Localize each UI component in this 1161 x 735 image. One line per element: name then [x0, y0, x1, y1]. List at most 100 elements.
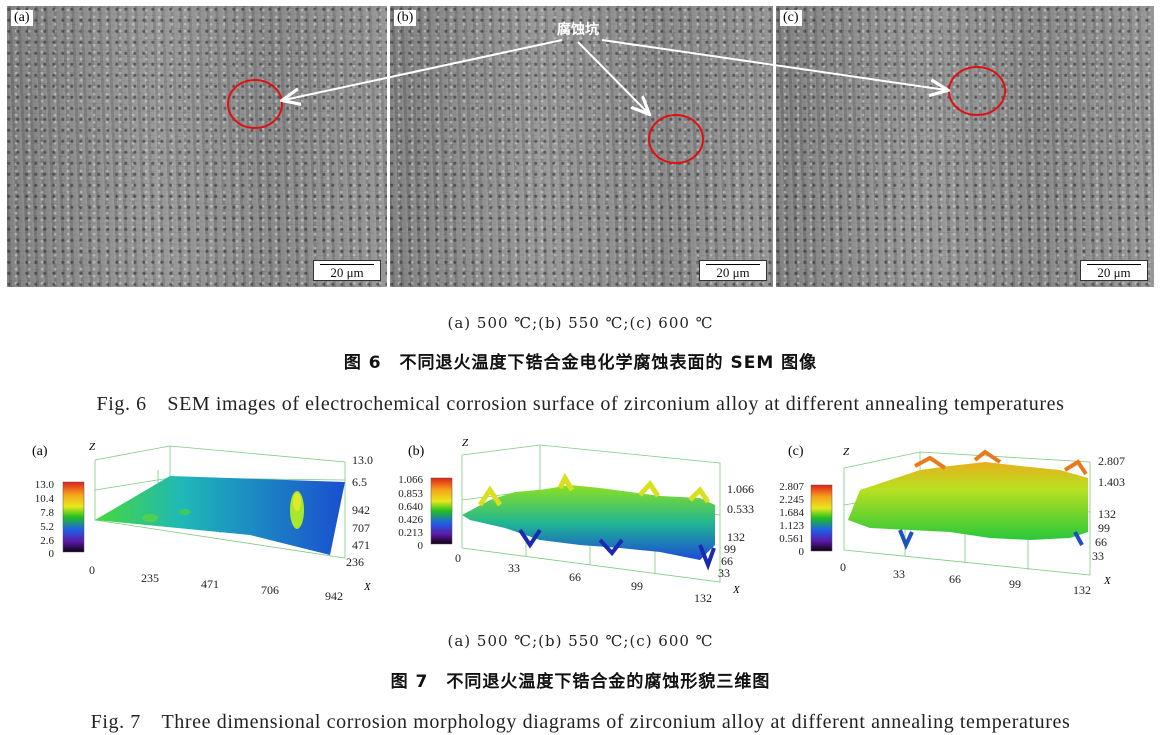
x-ticks: 0 33 66 99 132 [455, 551, 712, 605]
y-tick: 236 [346, 555, 364, 569]
x-tick: 66 [569, 570, 581, 584]
x-axis-label: X [732, 584, 741, 596]
z-axis-label: Z [89, 441, 96, 453]
colorbar-tick: 2.245 [779, 494, 804, 506]
colorbar [430, 477, 453, 545]
fig7-subcaption: (a) 500 ℃;(b) 550 ℃;(c) 600 ℃ [447, 632, 714, 650]
colorbar-tick: 13.0 [35, 479, 55, 491]
x-tick: 33 [508, 561, 520, 575]
colorbar-ticks: 13.0 10.4 7.8 5.2 2.6 0 [35, 479, 55, 560]
y-tick: 132 [1098, 507, 1116, 521]
colorbar-tick: 10.4 [35, 493, 55, 505]
y-tick: 99 [724, 542, 736, 556]
colorbar-tick: 5.2 [40, 521, 54, 533]
x-tick: 132 [1073, 583, 1091, 597]
x-axis-label: X [363, 581, 372, 593]
plot-tag: (b) [408, 444, 425, 459]
surface-highlights [914, 449, 1088, 476]
x-tick: 66 [949, 572, 961, 586]
scale-bar-label: 20 μm [1097, 265, 1131, 280]
z-axis-label: Z [843, 446, 850, 458]
plot-c: (c) 2.807 2.245 1.684 1.123 0.561 0 Z 2.… [779, 444, 1125, 597]
panel-tag: (a) [11, 10, 33, 26]
colorbar-tick: 0 [418, 540, 424, 552]
colorbar-tick: 2.807 [779, 481, 804, 493]
colorbar-tick: 1.684 [779, 507, 804, 519]
plot-tag: (a) [32, 444, 48, 459]
surface-bump [142, 514, 158, 522]
y-ticks: 132 99 66 33 [1092, 507, 1116, 563]
panel-tag: (c) [780, 10, 802, 26]
colorbar-ticks: 2.807 2.245 1.684 1.123 0.561 0 [779, 481, 804, 558]
x-ticks: 0 33 66 99 132 [840, 560, 1091, 597]
fig6-caption-en: Fig. 6 SEM images of electrochemical cor… [96, 393, 1065, 415]
surface [95, 476, 345, 555]
surface [462, 485, 715, 560]
colorbar-tick: 0.213 [398, 527, 423, 539]
colorbar-ticks: 1.066 0.853 0.640 0.426 0.213 0 [398, 474, 423, 552]
z-tick: 13.0 [352, 453, 373, 467]
colorbar [62, 481, 85, 553]
surface-bump [179, 509, 191, 515]
sem-panel-b: (b) 20 μm [390, 6, 773, 287]
colorbar-tick: 0.640 [398, 501, 423, 513]
scale-bar: 20 μm [699, 260, 767, 281]
fig7-caption-en: Fig. 7 Three dimensional corrosion morph… [90, 711, 1071, 733]
colorbar-tick: 1.066 [398, 474, 423, 486]
z-tick: 2.807 [1098, 454, 1125, 468]
z-tick: 1.403 [1098, 475, 1125, 489]
colorbar-tick: 1.123 [779, 520, 804, 532]
y-tick: 66 [721, 554, 733, 568]
scale-bar-label: 20 μm [330, 265, 364, 280]
x-tick: 33 [893, 567, 905, 581]
y-tick: 942 [352, 503, 370, 517]
y-tick: 99 [1098, 521, 1110, 535]
surface-troughs [518, 528, 716, 571]
scale-bar: 20 μm [1080, 260, 1148, 281]
sem-panel-c: (c) 20 μm [776, 6, 1154, 287]
sem-panel-a: (a) 20 μm [7, 6, 387, 287]
z-axis-label: Z [462, 437, 469, 449]
surface [848, 462, 1088, 540]
y-tick: 33 [1092, 549, 1104, 563]
plot-b: (b) 1.066 0.853 0.640 0.426 0.213 0 Z 1.… [398, 437, 754, 605]
x-ticks: 0 235 471 706 942 [89, 563, 343, 603]
fig6-subcaption: (a) 500 ℃;(b) 550 ℃;(c) 600 ℃ [447, 314, 714, 332]
fig7-caption-cn: 图 7 不同退火温度下锆合金的腐蚀形貌三维图 [390, 672, 771, 692]
colorbar-tick: 0 [799, 546, 805, 558]
x-tick: 99 [631, 579, 643, 593]
x-tick: 0 [455, 551, 461, 565]
x-tick: 471 [201, 577, 219, 591]
z-tick: 0.533 [727, 502, 754, 516]
colorbar-tick: 7.8 [40, 507, 54, 519]
colorbar-tick: 0.853 [398, 488, 423, 500]
scale-bar-label: 20 μm [716, 265, 750, 280]
surface-peak [293, 493, 301, 511]
surface-plots: (a) 13.0 10.4 7.8 5.2 2.6 0 Z 13.0 [32, 437, 1125, 605]
y-tick: 707 [352, 521, 370, 535]
colorbar-tick: 0.561 [779, 533, 804, 545]
panel-tag: (b) [394, 10, 417, 26]
x-tick: 706 [261, 583, 279, 597]
colorbar-tick: 0 [49, 548, 55, 560]
y-ticks: 132 99 66 33 [718, 530, 745, 580]
x-tick: 132 [694, 591, 712, 605]
x-tick: 235 [141, 571, 159, 585]
y-tick: 33 [718, 566, 730, 580]
y-tick: 132 [727, 530, 745, 544]
z-ticks: 2.807 1.403 [1098, 454, 1125, 489]
colorbar-tick: 2.6 [40, 535, 54, 547]
fig6-caption-cn: 图 6 不同退火温度下锆合金电化学腐蚀表面的 SEM 图像 [343, 353, 818, 373]
z-tick: 6.5 [352, 475, 367, 489]
z-ticks: 13.0 6.5 [352, 453, 373, 489]
scale-bar: 20 μm [313, 260, 381, 281]
plot-tag: (c) [788, 444, 804, 459]
z-ticks: 1.066 0.533 [727, 482, 754, 516]
surface-highlights [477, 472, 711, 507]
x-axis-label: X [1103, 575, 1112, 587]
y-ticks: 942 707 471 236 [346, 503, 370, 569]
surface-troughs [898, 529, 1084, 551]
colorbar-tick: 0.426 [398, 514, 423, 526]
y-tick: 66 [1095, 535, 1107, 549]
y-tick: 471 [352, 538, 370, 552]
